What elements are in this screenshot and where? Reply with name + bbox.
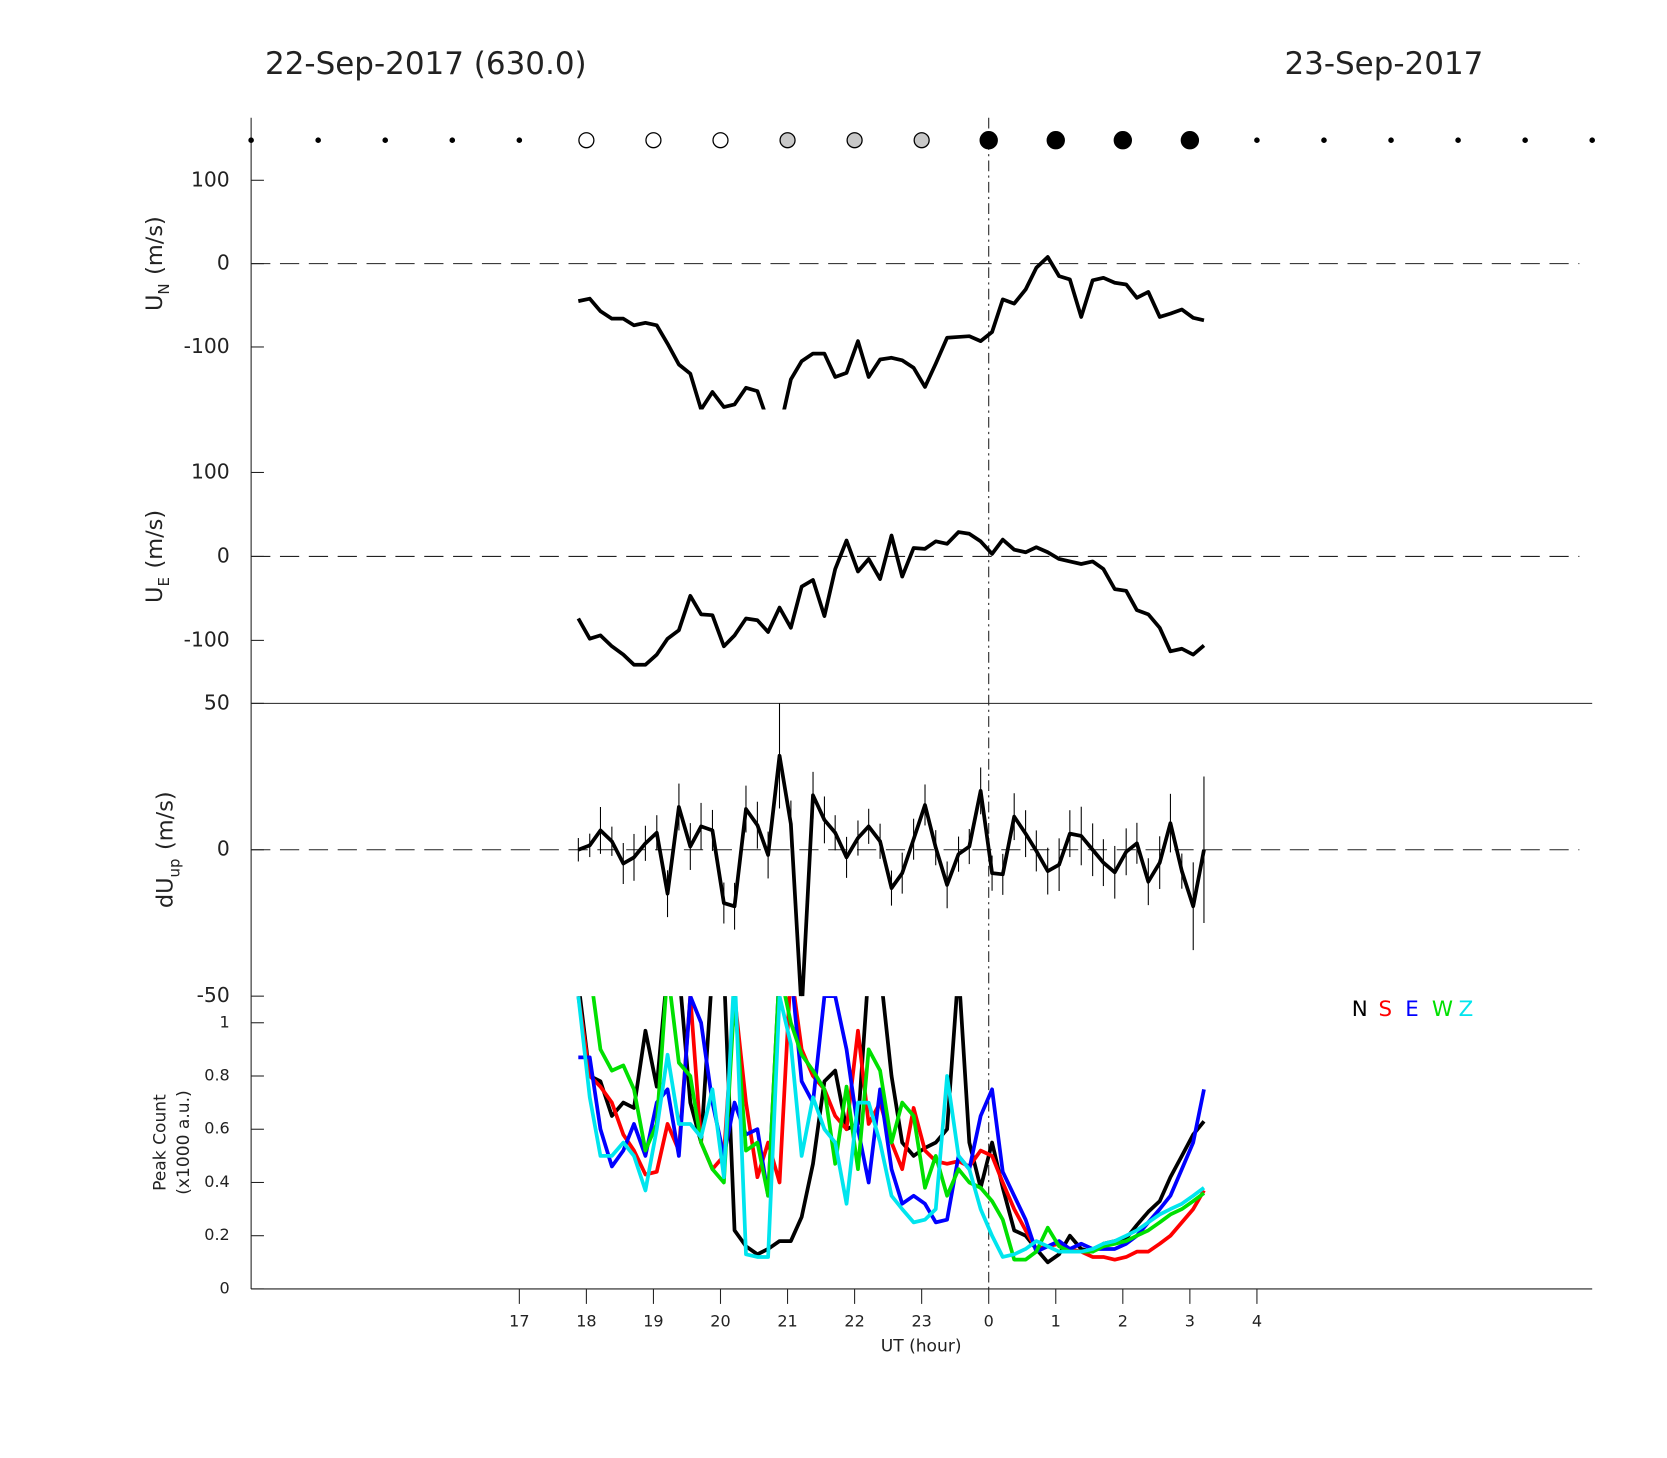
series-line: [576, 530, 1206, 667]
sky-marker: [779, 132, 796, 149]
legend-entry: Z: [1459, 997, 1474, 1022]
y-tick-label: 0.4: [204, 1172, 229, 1191]
y-tick-label: 1: [220, 1012, 230, 1031]
x-axis-label: UT (hour): [881, 1337, 962, 1357]
y-axis-label: (x1000 a.u.): [174, 1090, 194, 1194]
y-tick-label: 0: [220, 1278, 230, 1297]
y-tick-label: 0: [217, 543, 230, 567]
y-label-main: U: [141, 587, 167, 603]
y-label-sub: up: [165, 859, 183, 878]
sky-marker: [315, 137, 321, 143]
x-tick-label: 2: [1118, 1312, 1128, 1331]
y-axis-label: UN (m/s): [141, 216, 172, 311]
x-tick-label: 1: [1051, 1312, 1061, 1331]
sky-marker: [516, 137, 523, 143]
x-tick-label: 23: [911, 1312, 931, 1331]
y-tick-label: 100: [191, 167, 230, 191]
sky-marker: [449, 137, 456, 143]
y-axis-label: UE (m/s): [141, 510, 172, 603]
x-tick-label: 21: [777, 1312, 797, 1331]
y-axis-label: dUup (m/s): [152, 791, 183, 908]
x-tick-label: 19: [643, 1312, 663, 1331]
legend-entry: E: [1405, 997, 1418, 1022]
y-tick-label: 0: [217, 837, 230, 861]
x-tick-label: 0: [984, 1312, 994, 1331]
sky-marker: [979, 131, 998, 150]
sky-marker: [1388, 137, 1394, 143]
legend-entry: W: [1432, 997, 1453, 1022]
sky-marker: [846, 132, 863, 149]
y-label-main: U: [141, 295, 167, 311]
x-tick-label: 3: [1185, 1312, 1195, 1331]
sky-marker: [382, 137, 389, 143]
y-tick-label: 0: [217, 251, 230, 275]
series-line: [576, 996, 1206, 1259]
x-tick-label: 17: [509, 1312, 529, 1331]
y-tick-label: 0.8: [204, 1066, 229, 1085]
x-tick-label: 18: [576, 1312, 596, 1331]
x-tick-label: 4: [1252, 1312, 1262, 1331]
y-tick-label: -50: [197, 983, 230, 1007]
y-tick-label: 100: [191, 459, 230, 483]
chart-title: 22-Sep-2017 (630.0): [265, 46, 587, 82]
chart-title-right: 23-Sep-2017: [1284, 46, 1483, 82]
y-tick-label: 0.6: [204, 1119, 229, 1138]
x-tick-label: 20: [710, 1312, 730, 1331]
sky-marker: [913, 132, 930, 149]
sky-marker: [1321, 137, 1327, 143]
y-tick-label: -100: [184, 627, 230, 651]
sky-marker: [578, 132, 595, 149]
sky-marker: [1455, 137, 1461, 143]
sky-marker: [1254, 137, 1260, 143]
y-label-unit: (m/s): [152, 791, 178, 850]
sky-marker: [248, 137, 254, 143]
y-label-sub: N: [154, 283, 172, 294]
sky-marker: [1046, 131, 1065, 150]
legend-entry: S: [1378, 997, 1392, 1022]
sky-marker: [645, 132, 662, 149]
sky-marker: [1589, 137, 1595, 143]
sky-marker: [712, 132, 729, 149]
sky-marker: [1180, 131, 1200, 150]
sky-marker: [1113, 131, 1133, 150]
legend-entry: N: [1352, 997, 1368, 1022]
y-label-unit: (m/s): [141, 510, 167, 569]
y-tick-label: 0.2: [204, 1225, 229, 1244]
y-label-main: dU: [152, 877, 178, 908]
y-tick-label: 50: [204, 690, 230, 714]
y-tick-label: -100: [184, 334, 230, 358]
y-label-sub: E: [154, 577, 172, 586]
series-line: [577, 255, 1205, 410]
y-label-unit: (m/s): [141, 216, 167, 275]
y-axis-label: Peak Count: [150, 1094, 170, 1191]
x-tick-label: 22: [844, 1312, 864, 1331]
series-line: [591, 996, 1206, 1262]
sky-marker: [1522, 137, 1528, 143]
